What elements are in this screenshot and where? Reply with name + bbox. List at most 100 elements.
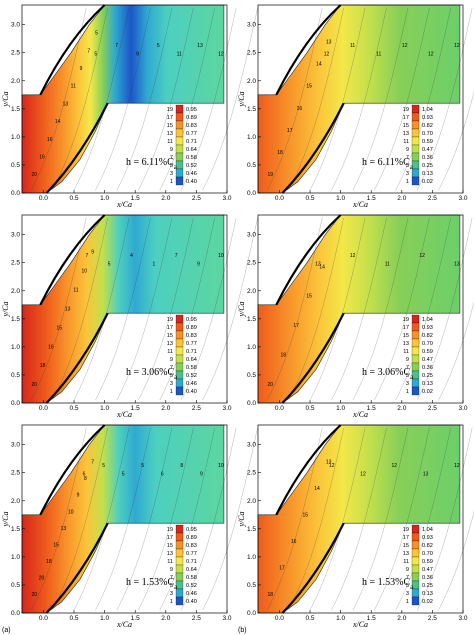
legend-level: 11 bbox=[403, 559, 409, 565]
legend-level: 17 bbox=[403, 115, 409, 121]
legend-level: 17 bbox=[403, 535, 409, 541]
contour-label: 13 bbox=[61, 526, 67, 532]
contour-line bbox=[438, 301, 474, 401]
contour-line bbox=[31, 217, 87, 401]
legend-level: 7 bbox=[170, 365, 173, 371]
contour-label: 14 bbox=[55, 119, 61, 125]
legend-level: 13 bbox=[403, 551, 409, 557]
x-axis-label: x/Ca bbox=[116, 620, 132, 629]
contour-line bbox=[180, 7, 237, 191]
contour-label: 11 bbox=[376, 52, 381, 58]
legend-level: 7 bbox=[406, 365, 409, 371]
y-tick-label: 2.5 bbox=[247, 470, 256, 477]
x-tick-label: 3.0 bbox=[458, 615, 467, 622]
legend-level: 11 bbox=[403, 139, 409, 145]
height-label: h = 3.06%Ca bbox=[362, 367, 414, 381]
x-tick-label: 3.0 bbox=[222, 615, 231, 622]
contour-label: 5 bbox=[94, 52, 97, 58]
contour-label: 20 bbox=[31, 172, 37, 178]
legend-value: 0.02 bbox=[422, 179, 433, 185]
contour-label: 10 bbox=[218, 463, 224, 469]
y-axis-label: y/Ca bbox=[237, 301, 246, 317]
legend-value: 0.40 bbox=[186, 599, 197, 605]
legend-level: 13 bbox=[403, 341, 409, 347]
legend-level: 5 bbox=[406, 583, 409, 589]
y-tick-label: 1.5 bbox=[247, 526, 256, 533]
x-tick-label: 0.5 bbox=[305, 195, 314, 202]
legend-value: 0.89 bbox=[186, 535, 197, 541]
legend-level: 9 bbox=[170, 357, 173, 363]
contour-label: 9 bbox=[200, 472, 203, 478]
legend-value: 0.59 bbox=[422, 139, 433, 145]
y-tick-label: 1.5 bbox=[247, 106, 256, 113]
x-tick-label: 2.5 bbox=[428, 405, 437, 412]
legend-level: 15 bbox=[403, 123, 409, 129]
x-tick-label: 0.5 bbox=[305, 615, 314, 622]
y-tick-label: 2.5 bbox=[247, 50, 256, 57]
contour-label: 18 bbox=[277, 150, 283, 156]
y-tick-label: 1.5 bbox=[11, 106, 20, 113]
legend-swatch bbox=[411, 322, 420, 332]
legend-swatch bbox=[411, 354, 420, 364]
legend-swatch bbox=[175, 524, 184, 534]
blade-suction-profile bbox=[275, 214, 342, 306]
legend-swatch bbox=[411, 144, 420, 154]
legend-level: 17 bbox=[167, 115, 173, 121]
legend-level: 15 bbox=[167, 543, 173, 549]
legend-level: 5 bbox=[170, 163, 173, 169]
legend-swatch bbox=[411, 314, 420, 324]
contour-label: 9 bbox=[80, 66, 83, 72]
legend-value: 0.77 bbox=[186, 131, 197, 137]
contour-label: 11 bbox=[385, 262, 390, 268]
legend-swatch bbox=[411, 540, 420, 550]
legend-swatch bbox=[175, 322, 184, 332]
legend-level: 19 bbox=[403, 317, 409, 323]
y-tick-label: 2.5 bbox=[247, 260, 256, 267]
y-tick-label: 1.5 bbox=[11, 526, 20, 533]
legend-value: 0.58 bbox=[186, 155, 197, 161]
legend-value: 0.70 bbox=[422, 341, 433, 347]
legend-level: 5 bbox=[170, 583, 173, 589]
y-tick-label: 0.0 bbox=[247, 400, 256, 407]
contour-label: 7 bbox=[115, 43, 118, 49]
x-tick-label: 0.0 bbox=[275, 615, 284, 622]
legend-swatch bbox=[175, 136, 184, 146]
legend-swatch bbox=[411, 386, 420, 396]
blade-pressure-profile bbox=[281, 522, 345, 614]
panel-a-row1: 0.0 0.5 1.0 1.5 2.0 2.5 3.0 0.0 0.5 1.0 1.5 2.0 2.5 3… bbox=[1, 4, 258, 209]
height-label: h = 1.53%Ca bbox=[362, 577, 414, 591]
contour-line bbox=[267, 217, 323, 401]
blade-pressure-profile bbox=[281, 312, 345, 404]
plot-frame bbox=[257, 424, 464, 614]
contour-label: 5 bbox=[95, 31, 98, 37]
legend-level: 5 bbox=[406, 373, 409, 379]
legend-level: 7 bbox=[170, 575, 173, 581]
legend-level: 17 bbox=[167, 535, 173, 541]
contour-label: 13 bbox=[326, 40, 332, 46]
contour-line bbox=[138, 217, 194, 401]
plot-frame bbox=[21, 214, 228, 404]
y-tick-label: 0.0 bbox=[247, 610, 256, 617]
legend-level: 13 bbox=[167, 551, 173, 557]
legend-level: 17 bbox=[167, 325, 173, 331]
legend-level: 13 bbox=[167, 341, 173, 347]
x-axis-label: x/Ca bbox=[352, 410, 368, 419]
y-tick-label: 1.0 bbox=[247, 554, 256, 561]
legend-level: 11 bbox=[167, 139, 173, 145]
legend-value: 0.93 bbox=[422, 115, 433, 121]
contour-label: 7 bbox=[85, 253, 88, 259]
contour-label: 13 bbox=[454, 262, 460, 268]
y-tick-label: 1.0 bbox=[247, 344, 256, 351]
height-label: h = 3.06%Ca bbox=[126, 367, 178, 381]
contour-label: 18 bbox=[46, 559, 52, 565]
legend-value: 0.13 bbox=[422, 591, 433, 597]
legend-level: 19 bbox=[167, 527, 173, 533]
contour-label: 8 bbox=[84, 476, 87, 482]
legend-swatch bbox=[175, 346, 184, 356]
legend-swatch bbox=[175, 572, 184, 582]
x-tick-label: 1.0 bbox=[336, 615, 345, 622]
contour-label: 15 bbox=[306, 84, 312, 90]
y-tick-label: 2.5 bbox=[11, 50, 20, 57]
x-tick-label: 1.0 bbox=[100, 405, 109, 412]
blade-pressure-profile bbox=[45, 102, 109, 194]
